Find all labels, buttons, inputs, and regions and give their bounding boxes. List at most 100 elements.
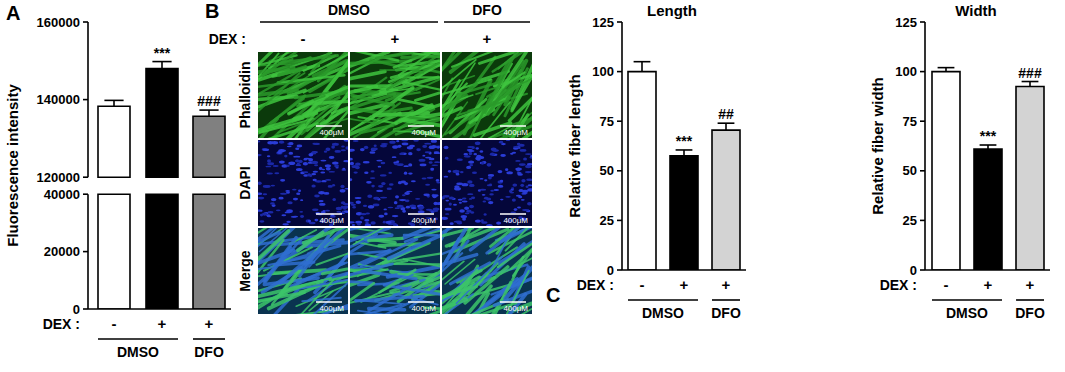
nucleus	[496, 222, 501, 225]
nucleus	[276, 209, 281, 211]
nucleus	[449, 197, 454, 200]
nucleus	[462, 201, 468, 203]
nucleus	[365, 224, 371, 226]
nucleus	[463, 153, 468, 156]
nucleus	[371, 185, 375, 188]
nucleus	[293, 198, 298, 201]
nucleus	[318, 191, 325, 194]
nucleus	[341, 146, 345, 148]
nucleus	[265, 166, 271, 168]
nucleus	[292, 189, 297, 191]
nucleus	[491, 147, 497, 151]
y-tick	[920, 170, 925, 172]
fiber	[398, 273, 435, 276]
micrograph	[350, 140, 440, 226]
nucleus	[397, 205, 404, 208]
nucleus	[462, 183, 469, 186]
nucleus	[431, 164, 438, 166]
y-tick-label: 25	[600, 213, 614, 228]
nucleus	[490, 190, 494, 192]
nucleus	[314, 219, 318, 222]
error-cap	[980, 144, 997, 146]
fiber	[442, 287, 477, 304]
chart-title: Length	[647, 2, 697, 19]
bar	[932, 72, 960, 270]
error-cap	[634, 61, 651, 63]
nucleus	[329, 156, 335, 159]
bar	[628, 72, 656, 270]
nucleus	[444, 176, 449, 178]
nucleus	[314, 195, 320, 198]
nucleus	[331, 145, 335, 148]
nucleus	[473, 153, 477, 155]
nucleus	[399, 199, 406, 201]
nucleus	[403, 165, 408, 167]
micrograph	[442, 140, 532, 226]
nucleus	[262, 212, 267, 215]
nucleus	[469, 205, 474, 208]
nucleus	[296, 168, 303, 171]
row-label: Merge	[237, 250, 253, 291]
scale-bar-label: 400μM	[319, 304, 344, 313]
nucleus	[313, 179, 317, 182]
y-tick	[83, 308, 88, 310]
nucleus	[308, 220, 311, 223]
nucleus	[313, 171, 318, 173]
fiber	[377, 53, 412, 59]
error-cap	[152, 61, 171, 63]
nucleus	[396, 140, 399, 142]
nucleus	[425, 184, 430, 186]
nucleus	[271, 198, 277, 201]
fiber	[289, 102, 313, 114]
scale-bar-label: 400μM	[319, 128, 344, 137]
nucleus	[360, 213, 366, 215]
fiber	[350, 251, 389, 255]
nucleus	[505, 196, 511, 198]
nucleus	[355, 197, 362, 199]
nucleus	[335, 150, 341, 153]
nucleus	[404, 172, 407, 175]
image-panel: DMSODFODEX :-++Phalloidin400μM400μM400μM…	[209, 2, 559, 335]
nucleus	[431, 211, 435, 213]
nucleus	[525, 153, 532, 155]
y-tick	[83, 21, 88, 23]
nucleus	[402, 143, 409, 146]
y-tick-label: 25	[903, 213, 917, 228]
nucleus	[400, 153, 407, 156]
nucleus	[460, 171, 464, 173]
fiber	[380, 69, 405, 71]
nucleus	[489, 193, 494, 195]
fiber	[442, 228, 466, 244]
x-tick-label: +	[984, 276, 993, 293]
nucleus	[371, 170, 375, 172]
fiber	[330, 273, 348, 280]
error-cap	[938, 67, 955, 69]
nucleus	[276, 151, 282, 154]
fiber	[456, 257, 502, 304]
fiber	[275, 262, 314, 265]
nucleus	[444, 146, 449, 149]
nucleus	[429, 161, 433, 164]
fiber	[442, 299, 466, 311]
image-background	[442, 140, 532, 226]
nucleus	[467, 180, 472, 183]
scale-bar	[316, 213, 342, 215]
y-tick-label: 125	[895, 15, 917, 30]
y-tick-label: 100	[592, 64, 614, 79]
nucleus	[272, 204, 276, 207]
nucleus	[527, 202, 532, 206]
nucleus	[500, 180, 503, 182]
nucleus	[407, 146, 413, 149]
error-stem	[161, 62, 163, 69]
nucleus	[341, 149, 346, 151]
nucleus	[287, 201, 292, 204]
nucleus	[352, 224, 355, 226]
nucleus	[340, 189, 346, 193]
nucleus	[430, 168, 434, 171]
micrograph	[442, 228, 532, 314]
nucleus	[332, 143, 339, 146]
nucleus	[480, 178, 484, 180]
nucleus	[297, 163, 300, 166]
fiber	[258, 97, 297, 101]
scale-bar-label: 400μM	[411, 128, 436, 137]
